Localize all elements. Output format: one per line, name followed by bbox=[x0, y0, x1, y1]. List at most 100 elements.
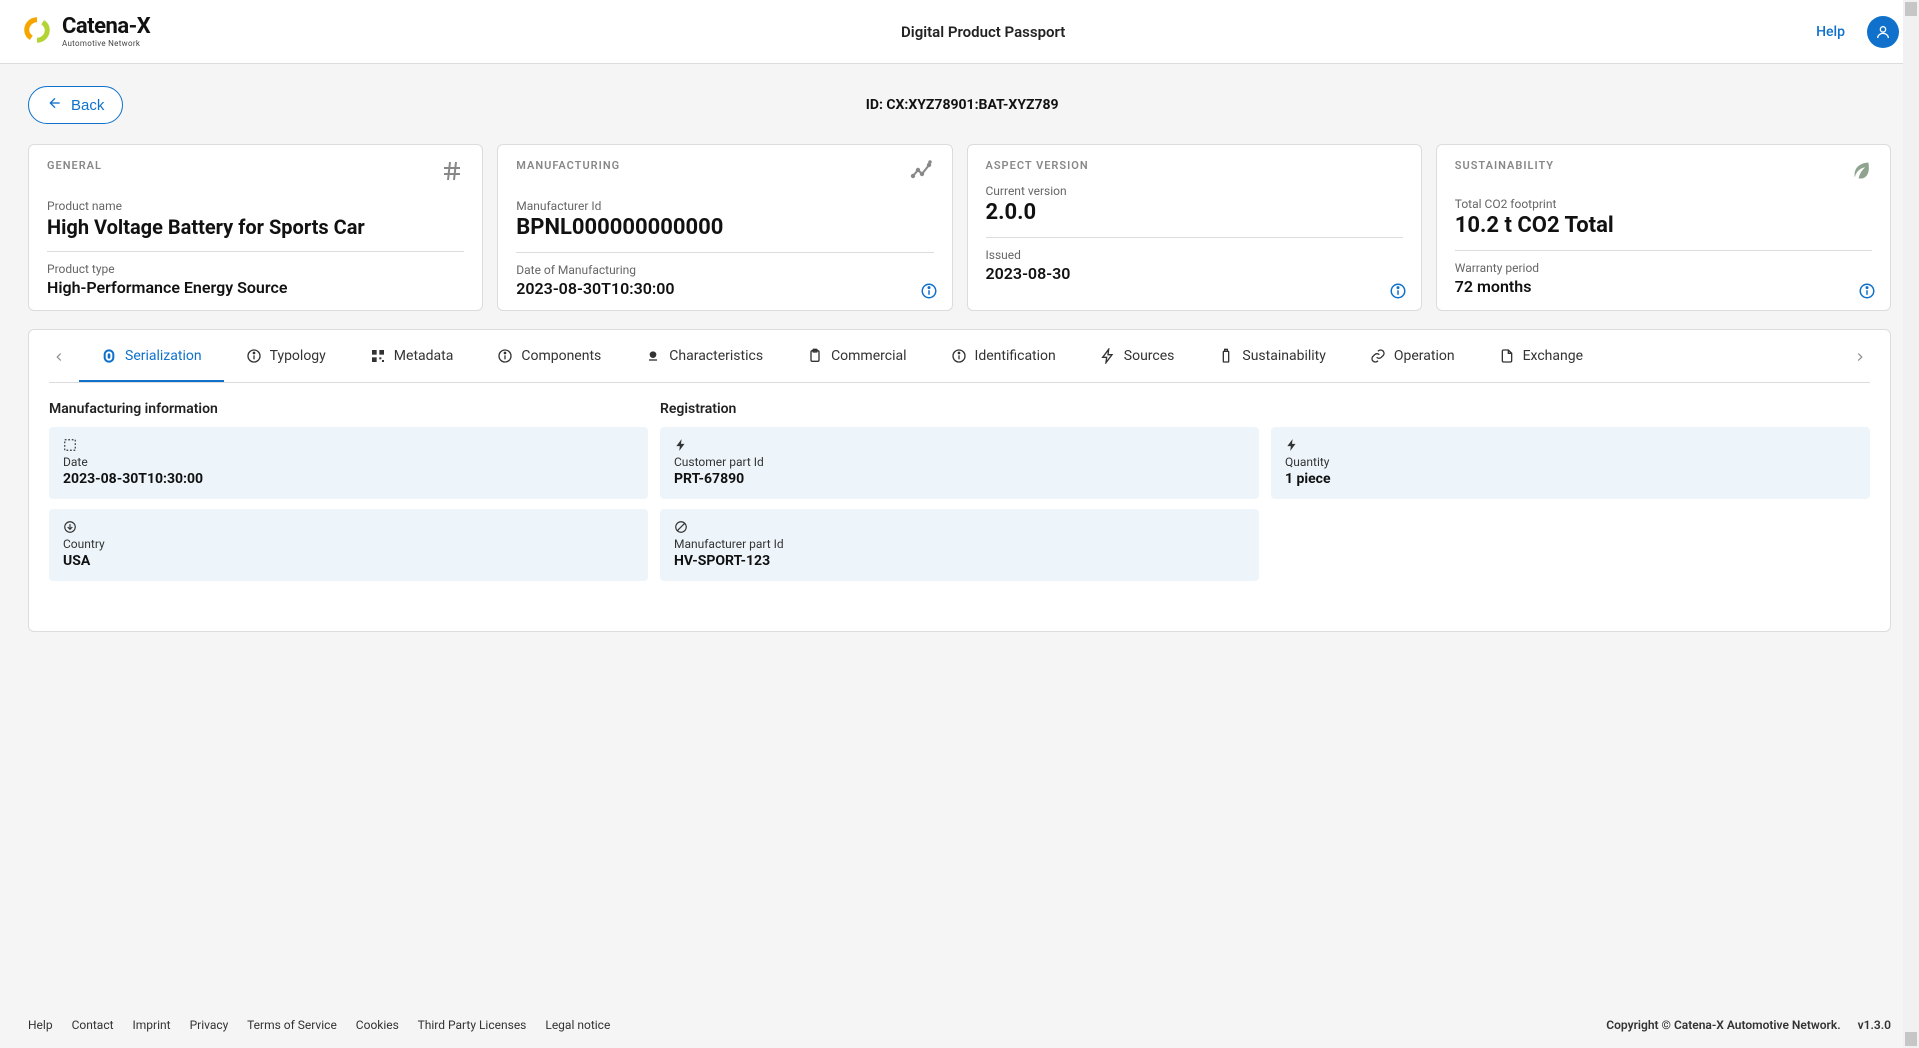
tile-country-value: USA bbox=[63, 553, 634, 569]
info-outline-icon bbox=[951, 348, 967, 364]
section-manufacturing: Manufacturing information Date 2023-08-3… bbox=[49, 401, 648, 591]
brand-logo-icon bbox=[20, 13, 54, 51]
bolt-outline-icon bbox=[1100, 348, 1116, 364]
current-version-value: 2.0.0 bbox=[986, 200, 1403, 225]
card-manufacturing: MANUFACTURING Manufacturer Id BPNL000000… bbox=[497, 144, 952, 311]
tab-label: Sources bbox=[1124, 348, 1175, 364]
section-registration-title: Registration bbox=[660, 401, 1259, 417]
leaf-icon bbox=[1850, 159, 1872, 185]
tile-quantity-label: Quantity bbox=[1285, 455, 1856, 469]
clipboard-icon bbox=[807, 348, 823, 364]
issued-label: Issued bbox=[986, 248, 1403, 262]
tab-components[interactable]: Components bbox=[475, 330, 623, 382]
current-version-label: Current version bbox=[986, 184, 1403, 198]
footer-link[interactable]: Cookies bbox=[356, 1018, 399, 1032]
tab-commercial[interactable]: Commercial bbox=[785, 330, 928, 382]
tile-customer-part: Customer part Id PRT-67890 bbox=[660, 427, 1259, 499]
footer-link[interactable]: Terms of Service bbox=[247, 1018, 337, 1032]
tab-characteristics[interactable]: Characteristics bbox=[623, 330, 785, 382]
tab-typology[interactable]: Typology bbox=[224, 330, 348, 382]
tile-date: Date 2023-08-30T10:30:00 bbox=[49, 427, 648, 499]
tab-metadata[interactable]: Metadata bbox=[348, 330, 476, 382]
footer-link[interactable]: Help bbox=[28, 1018, 53, 1032]
info-outline-icon bbox=[246, 348, 262, 364]
tab-exchange[interactable]: Exchange bbox=[1477, 330, 1605, 382]
tab-sustainability[interactable]: Sustainability bbox=[1196, 330, 1347, 382]
tab-label: Characteristics bbox=[669, 348, 763, 364]
tab-sources[interactable]: Sources bbox=[1078, 330, 1197, 382]
section-manufacturing-title: Manufacturing information bbox=[49, 401, 648, 417]
tile-customer-part-value: PRT-67890 bbox=[674, 471, 1245, 487]
tab-label: Serialization bbox=[125, 348, 202, 364]
card-sustainability: SUSTAINABILITY Total CO2 footprint 10.2 … bbox=[1436, 144, 1891, 311]
brand-name: Catena-X bbox=[62, 16, 150, 38]
card-general: GENERAL Product name High Voltage Batter… bbox=[28, 144, 483, 311]
tile-date-label: Date bbox=[63, 455, 634, 469]
arrow-circle-down-icon bbox=[63, 519, 634, 535]
footer-link[interactable]: Third Party Licenses bbox=[418, 1018, 527, 1032]
tab-label: Identification bbox=[975, 348, 1056, 364]
tile-quantity-value: 1 piece bbox=[1285, 471, 1856, 487]
dot-icon bbox=[645, 348, 661, 364]
tab-label: Components bbox=[521, 348, 601, 364]
tab-operation[interactable]: Operation bbox=[1348, 330, 1477, 382]
footer-version: v1.3.0 bbox=[1858, 1018, 1891, 1032]
page-title: Digital Product Passport bbox=[150, 23, 1816, 41]
content: Back ID: CX:XYZ78901:BAT-XYZ789 GENERAL … bbox=[0, 64, 1919, 1018]
product-type-value: High-Performance Energy Source bbox=[47, 278, 464, 297]
tile-manufacturer-part: Manufacturer part Id HV-SPORT-123 bbox=[660, 509, 1259, 581]
tile-date-value: 2023-08-30T10:30:00 bbox=[63, 471, 634, 487]
footer-links: Help Contact Imprint Privacy Terms of Se… bbox=[28, 1018, 626, 1032]
trend-icon bbox=[910, 159, 934, 187]
tab-serialization[interactable]: Serialization bbox=[79, 330, 224, 382]
card-aspect-version: ASPECT VERSION Current version 2.0.0 Iss… bbox=[967, 144, 1422, 311]
tile-quantity: Quantity 1 piece bbox=[1271, 427, 1870, 499]
help-link[interactable]: Help bbox=[1816, 24, 1845, 40]
product-name-value: High Voltage Battery for Sports Car bbox=[47, 215, 464, 239]
footer-copyright: Copyright © Catena-X Automotive Network. bbox=[1606, 1018, 1840, 1032]
footer-link[interactable]: Legal notice bbox=[545, 1018, 610, 1032]
footer: Help Contact Imprint Privacy Terms of Se… bbox=[0, 1018, 1919, 1048]
document-icon bbox=[1499, 348, 1515, 364]
user-avatar-button[interactable] bbox=[1867, 16, 1899, 48]
manufacturing-date-label: Date of Manufacturing bbox=[516, 263, 933, 277]
bolt-icon bbox=[674, 437, 1245, 453]
co2-label: Total CO2 footprint bbox=[1455, 197, 1872, 211]
info-icon[interactable] bbox=[920, 282, 938, 300]
tile-customer-part-label: Customer part Id bbox=[674, 455, 1245, 469]
tab-identification[interactable]: Identification bbox=[929, 330, 1078, 382]
footer-link[interactable]: Imprint bbox=[133, 1018, 171, 1032]
card-manufacturing-category: MANUFACTURING bbox=[516, 159, 620, 172]
section-quantity: . Quantity 1 piece bbox=[1271, 401, 1870, 509]
card-aspect-category: ASPECT VERSION bbox=[986, 159, 1089, 172]
info-icon[interactable] bbox=[1389, 282, 1407, 300]
footer-link[interactable]: Contact bbox=[72, 1018, 114, 1032]
tab-label: Exchange bbox=[1523, 348, 1583, 364]
passport-id: ID: CX:XYZ78901:BAT-XYZ789 bbox=[33, 97, 1891, 113]
tabs: Serialization Typology Metadata Componen… bbox=[49, 330, 1870, 383]
manufacturer-id-label: Manufacturer Id bbox=[516, 199, 933, 213]
manufacturing-date-value: 2023-08-30T10:30:00 bbox=[516, 279, 933, 298]
tabs-scroll-right[interactable] bbox=[1848, 345, 1872, 369]
tile-country: Country USA bbox=[49, 509, 648, 581]
qr-icon bbox=[370, 348, 386, 364]
tab-label: Sustainability bbox=[1242, 348, 1325, 364]
card-general-category: GENERAL bbox=[47, 159, 102, 172]
tabs-scroll-left[interactable] bbox=[47, 345, 71, 369]
co2-value: 10.2 t CO2 Total bbox=[1455, 213, 1872, 238]
tab-label: Commercial bbox=[831, 348, 906, 364]
footer-link[interactable]: Privacy bbox=[190, 1018, 229, 1032]
warranty-label: Warranty period bbox=[1455, 261, 1872, 275]
hash-icon bbox=[440, 159, 464, 187]
scrollbar[interactable] bbox=[1903, 0, 1919, 1048]
tab-label: Typology bbox=[270, 348, 326, 364]
tab-label: Metadata bbox=[394, 348, 454, 364]
battery-icon bbox=[1218, 348, 1234, 364]
topbar: Catena-X Automotive Network Digital Prod… bbox=[0, 0, 1919, 64]
info-icon[interactable] bbox=[1858, 282, 1876, 300]
product-name-label: Product name bbox=[47, 199, 464, 213]
slash-circle-icon bbox=[674, 519, 1245, 535]
tab-label: Operation bbox=[1394, 348, 1455, 364]
details-panel: Serialization Typology Metadata Componen… bbox=[28, 329, 1891, 632]
tile-manufacturer-part-label: Manufacturer part Id bbox=[674, 537, 1245, 551]
